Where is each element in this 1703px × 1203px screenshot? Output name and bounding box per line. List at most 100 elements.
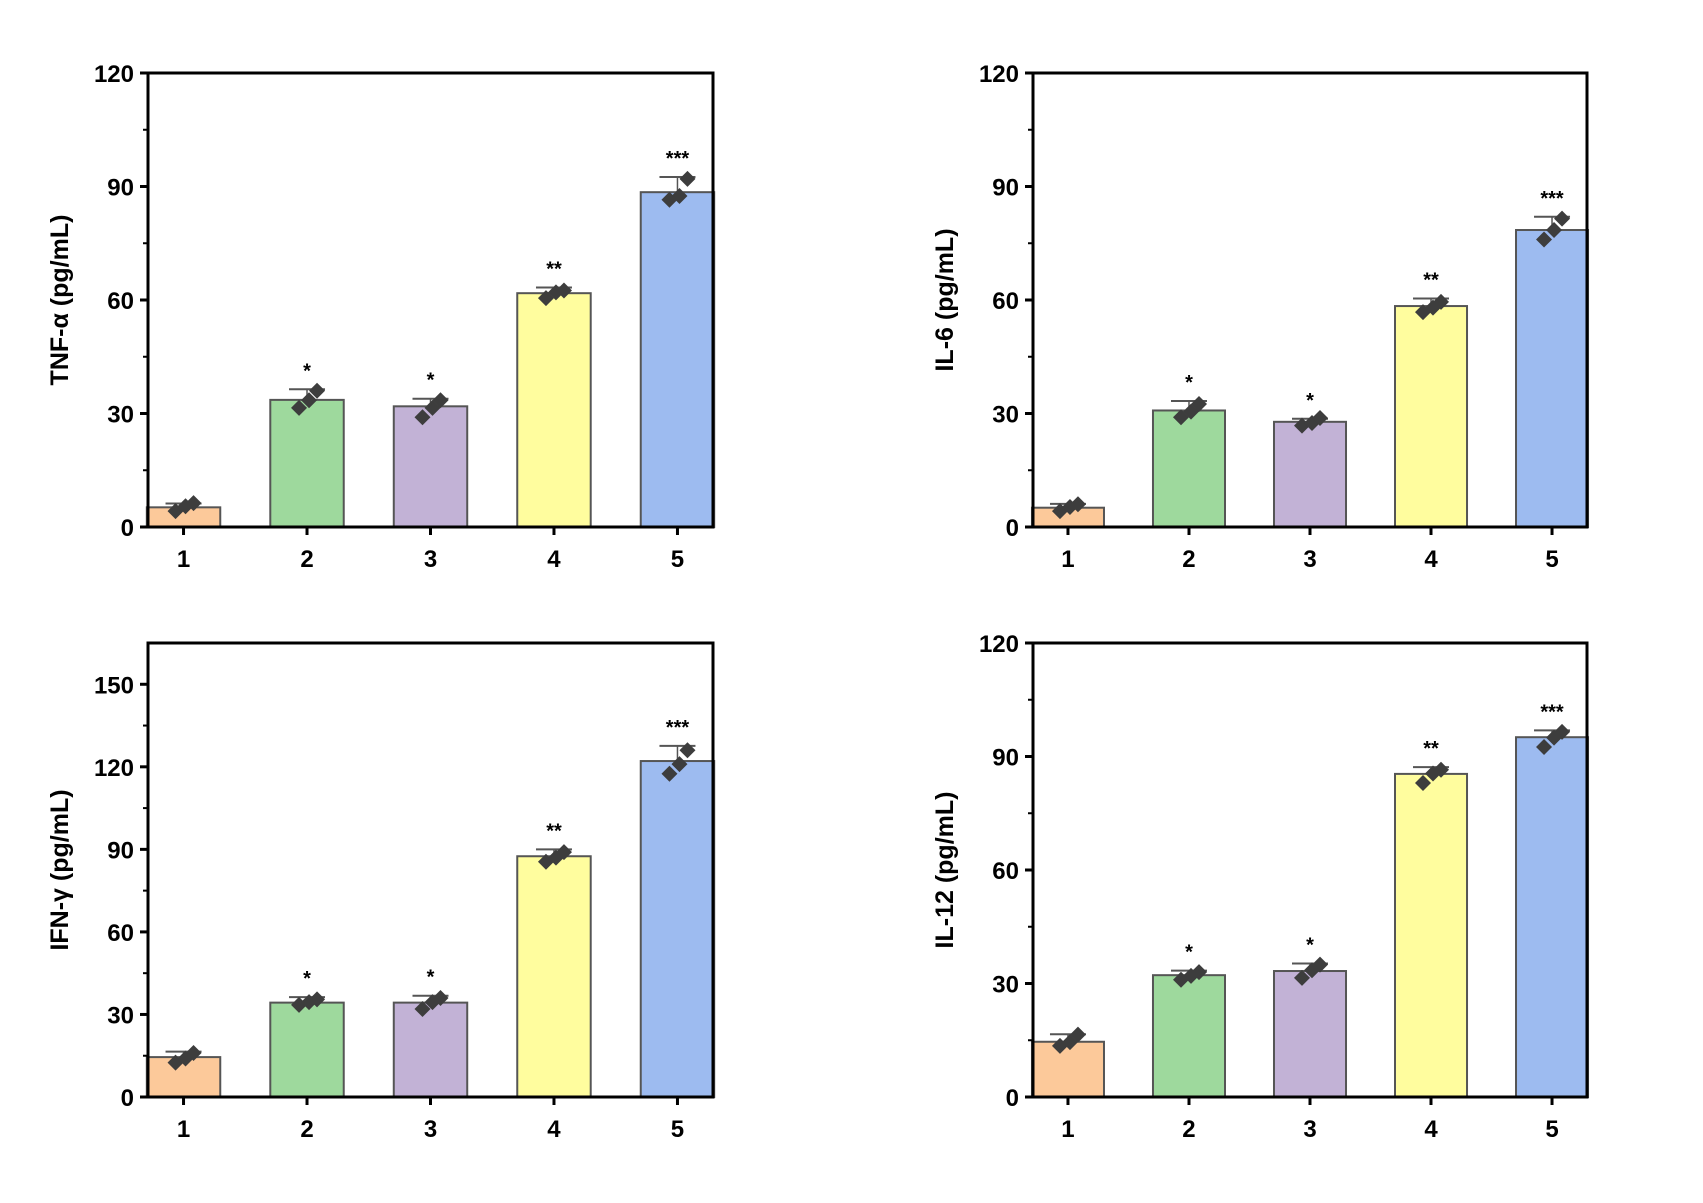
data-point <box>555 282 572 299</box>
x-tick-label: 1 <box>177 1116 190 1143</box>
y-tick-label: 0 <box>121 1085 134 1112</box>
data-point <box>679 170 696 187</box>
y-tick-label: 120 <box>94 61 134 88</box>
significance-label: * <box>1185 942 1193 964</box>
significance-label: ** <box>546 820 562 842</box>
x-tick-label: 2 <box>1182 1116 1195 1143</box>
data-point <box>414 1000 431 1017</box>
significance-label: * <box>303 360 311 382</box>
x-tick-label: 4 <box>1424 1116 1438 1143</box>
y-tick-label: 90 <box>107 175 134 202</box>
data-point <box>1415 774 1432 791</box>
x-tick-label: 3 <box>424 546 437 573</box>
x-tick-label: 2 <box>300 1116 313 1143</box>
bar-5 <box>1515 229 1590 528</box>
x-tick-label: 1 <box>177 546 190 573</box>
data-point <box>1190 396 1207 413</box>
bar-2 <box>1151 409 1226 528</box>
y-tick-label: 120 <box>94 755 134 782</box>
y-tick-label: 150 <box>94 672 134 699</box>
data-point <box>185 495 202 512</box>
bar-3 <box>392 405 469 529</box>
y-tick-label: 30 <box>107 402 134 429</box>
significance-label: * <box>1306 390 1314 412</box>
y-axis-title: IFN-γ (pg/mL) <box>46 789 74 950</box>
bar-5 <box>639 191 716 529</box>
y-tick-label: 0 <box>1006 515 1019 542</box>
y-tick-label: 60 <box>992 288 1019 315</box>
data-point <box>679 742 696 759</box>
data-point <box>671 756 688 773</box>
bar-2 <box>1151 974 1226 1099</box>
data-point <box>1069 1026 1086 1043</box>
data-point <box>301 392 318 409</box>
significance-label: * <box>1306 934 1314 956</box>
significance-label: * <box>427 967 435 989</box>
x-tick-label: 4 <box>547 546 561 573</box>
x-tick-label: 5 <box>671 1116 684 1143</box>
x-tick-label: 1 <box>1061 1116 1074 1143</box>
x-tick-label: 2 <box>1182 546 1195 573</box>
data-point <box>1312 410 1328 427</box>
x-tick-label: 5 <box>671 546 684 573</box>
data-point <box>432 392 449 409</box>
significance-label: * <box>303 968 311 990</box>
data-point <box>1433 293 1450 310</box>
data-point <box>1433 761 1450 778</box>
y-tick-label: 30 <box>992 402 1019 429</box>
significance-label: *** <box>666 717 690 739</box>
significance-label: ** <box>1423 269 1439 291</box>
y-tick-label: 30 <box>992 972 1019 999</box>
bar-5 <box>1515 736 1590 1099</box>
y-tick-label: 0 <box>1006 1085 1019 1112</box>
x-tick-label: 2 <box>300 546 313 573</box>
data-point <box>1554 210 1571 227</box>
data-point <box>1312 956 1328 973</box>
y-tick-label: 60 <box>107 920 134 947</box>
data-point <box>1294 969 1310 986</box>
y-tick-label: 90 <box>992 175 1019 202</box>
y-tick-label: 60 <box>992 858 1019 885</box>
significance-label: *** <box>666 148 690 170</box>
data-point <box>1069 496 1086 513</box>
data-point <box>555 844 572 861</box>
bar-3 <box>392 1001 469 1099</box>
x-tick-label: 5 <box>1545 546 1558 573</box>
bar-2 <box>269 398 345 529</box>
data-point <box>1536 231 1553 248</box>
data-point <box>1554 723 1571 740</box>
bar-4 <box>516 292 592 528</box>
significance-label: ** <box>1423 738 1439 760</box>
data-point <box>661 765 678 782</box>
y-axis-title: IL-12 (pg/mL) <box>931 792 959 949</box>
x-tick-label: 4 <box>547 1116 561 1143</box>
y-tick-label: 120 <box>979 61 1019 88</box>
data-point <box>291 399 308 416</box>
x-tick-label: 1 <box>1061 546 1074 573</box>
y-tick-label: 90 <box>992 745 1019 772</box>
y-tick-label: 120 <box>979 631 1019 658</box>
bar-5 <box>639 760 716 1098</box>
bar-3 <box>1272 970 1348 1099</box>
data-point <box>1190 964 1207 981</box>
x-tick-label: 3 <box>1303 1116 1316 1143</box>
data-point <box>185 1044 202 1061</box>
x-tick-label: 3 <box>1303 546 1316 573</box>
data-point <box>309 382 326 399</box>
data-point <box>1546 222 1563 239</box>
data-point <box>1536 739 1553 756</box>
significance-label: *** <box>1540 701 1564 723</box>
x-tick-label: 3 <box>424 1116 437 1143</box>
y-tick-label: 90 <box>107 837 134 864</box>
x-tick-label: 4 <box>1424 546 1438 573</box>
bar-4 <box>1394 772 1469 1098</box>
y-axis-title: TNF-α (pg/mL) <box>46 215 74 386</box>
y-tick-label: 0 <box>121 515 134 542</box>
significance-label: * <box>1185 372 1193 394</box>
data-point <box>432 989 449 1006</box>
bar-2 <box>269 1001 345 1099</box>
